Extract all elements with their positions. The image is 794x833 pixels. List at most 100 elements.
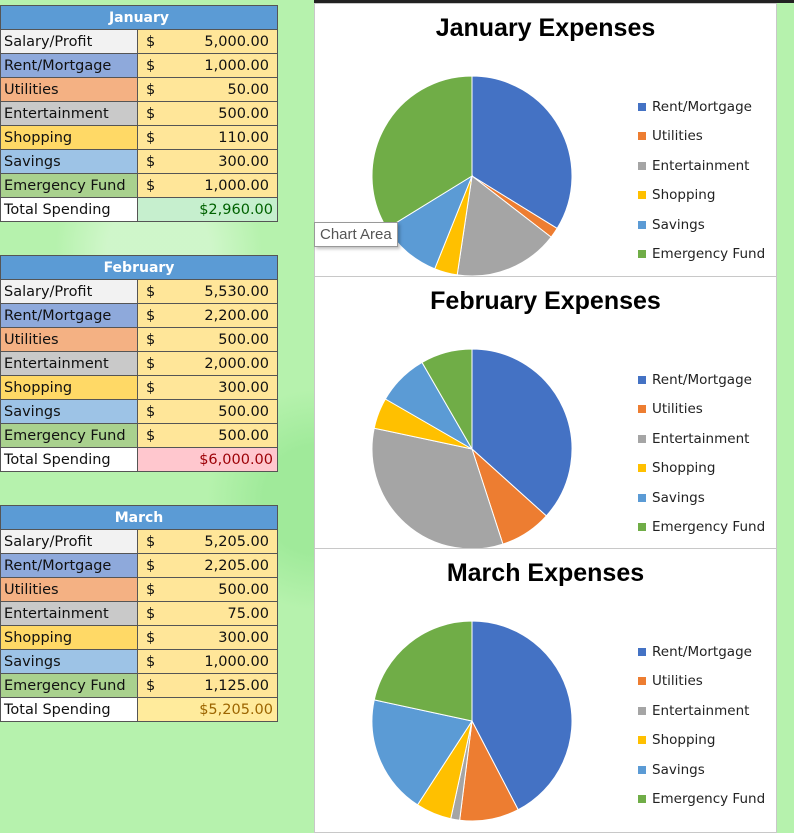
cell-amount[interactable]: 110.00 [155,125,279,150]
chart-march[interactable]: March Expenses Rent/Mortgage Utilities Ent… [314,548,777,833]
cell-amount[interactable]: 2,200.00 [155,303,279,328]
cell-label[interactable]: Total Spending [0,697,138,722]
cell-currency[interactable]: $ [137,279,156,304]
cell-label[interactable]: Savings [0,399,138,424]
cell-label[interactable]: Emergency Fund [0,173,138,198]
cell-currency[interactable]: $ [137,553,156,578]
cell-currency[interactable]: $ [137,423,156,448]
legend-item-shopping[interactable]: Shopping [638,726,765,756]
cell-currency[interactable]: $ [137,303,156,328]
cell-currency[interactable]: $ [137,125,156,150]
cell-currency[interactable]: $ [137,529,156,554]
cell-label[interactable]: Emergency Fund [0,673,138,698]
month-header[interactable]: February [0,255,278,280]
legend-item-savings[interactable]: Savings [638,483,765,513]
cell-label[interactable]: Savings [0,149,138,174]
cell-label[interactable]: Rent/Mortgage [0,53,138,78]
legend-item-savings[interactable]: Savings [638,755,765,785]
cell-amount[interactable]: 1,000.00 [155,649,279,674]
cell-label[interactable]: Entertainment [0,601,138,626]
cell-currency[interactable]: $ [137,29,156,54]
pie-slice-rent-mortgage[interactable] [471,620,573,811]
legend-item-rent-mortgage[interactable]: Rent/Mortgage [638,637,765,667]
cell-amount[interactable]: 500.00 [155,423,279,448]
legend-item-shopping[interactable]: Shopping [638,454,765,484]
cell-amount[interactable]: 500.00 [155,399,279,424]
cell-amount[interactable]: 1,125.00 [155,673,279,698]
legend-item-emergency-fund[interactable]: Emergency Fund [638,240,765,270]
cell-amount[interactable]: 1,000.00 [155,53,279,78]
pie-slice-emergency-fund[interactable] [373,620,473,722]
pie-slice-emergency-fund[interactable] [371,75,473,230]
legend-item-shopping[interactable]: Shopping [638,181,765,211]
pie-chart-february[interactable] [370,347,574,551]
cell-label[interactable]: Savings [0,649,138,674]
cell-currency[interactable]: $ [137,53,156,78]
pie-slice-entertainment[interactable] [456,175,552,277]
chart-legend[interactable]: Rent/Mortgage Utilities Entertainment Shopp… [638,365,765,542]
cell-amount[interactable]: 500.00 [155,327,279,352]
cell-total[interactable]: $2,960.00 [137,197,278,222]
legend-item-savings[interactable]: Savings [638,210,765,240]
legend-item-emergency-fund[interactable]: Emergency Fund [638,785,765,815]
cell-amount[interactable]: 5,530.00 [155,279,279,304]
cell-currency[interactable]: $ [137,149,156,174]
legend-item-utilities[interactable]: Utilities [638,122,765,152]
cell-amount[interactable]: 1,000.00 [155,173,279,198]
cell-currency[interactable]: $ [137,399,156,424]
month-header[interactable]: March [0,505,278,530]
cell-amount[interactable]: 2,205.00 [155,553,279,578]
cell-amount[interactable]: 300.00 [155,149,279,174]
pie-slice-emergency-fund[interactable] [421,348,473,451]
cell-label[interactable]: Total Spending [0,447,138,472]
cell-label[interactable]: Shopping [0,625,138,650]
cell-amount[interactable]: 500.00 [155,577,279,602]
cell-currency[interactable]: $ [137,375,156,400]
cell-amount[interactable]: 500.00 [155,101,279,126]
cell-currency[interactable]: $ [137,101,156,126]
cell-currency[interactable]: $ [137,673,156,698]
pie-chart-january[interactable] [370,74,574,278]
cell-currency[interactable]: $ [137,601,156,626]
cell-label[interactable]: Emergency Fund [0,423,138,448]
cell-label[interactable]: Entertainment [0,351,138,376]
cell-currency[interactable]: $ [137,649,156,674]
legend-item-utilities[interactable]: Utilities [638,395,765,425]
cell-currency[interactable]: $ [137,625,156,650]
cell-amount[interactable]: 75.00 [155,601,279,626]
cell-label[interactable]: Salary/Profit [0,529,138,554]
cell-currency[interactable]: $ [137,351,156,376]
legend-item-entertainment[interactable]: Entertainment [638,696,765,726]
cell-label[interactable]: Entertainment [0,101,138,126]
cell-currency[interactable]: $ [137,173,156,198]
cell-currency[interactable]: $ [137,577,156,602]
legend-item-rent-mortgage[interactable]: Rent/Mortgage [638,365,765,395]
cell-label[interactable]: Total Spending [0,197,138,222]
pie-chart-march[interactable] [370,619,574,823]
cell-label[interactable]: Shopping [0,375,138,400]
pie-slice-rent-mortgage[interactable] [471,75,573,230]
cell-label[interactable]: Utilities [0,77,138,102]
cell-currency[interactable]: $ [137,327,156,352]
month-header[interactable]: January [0,5,278,30]
cell-label[interactable]: Utilities [0,577,138,602]
pie-slice-rent-mortgage[interactable] [471,348,573,517]
cell-label[interactable]: Salary/Profit [0,279,138,304]
cell-total[interactable]: $5,205.00 [137,697,278,722]
cell-label[interactable]: Utilities [0,327,138,352]
legend-item-entertainment[interactable]: Entertainment [638,424,765,454]
cell-label[interactable]: Rent/Mortgage [0,553,138,578]
cell-amount[interactable]: 5,000.00 [155,29,279,54]
chart-legend[interactable]: Rent/Mortgage Utilities Entertainment Shopp… [638,637,765,814]
cell-total[interactable]: $6,000.00 [137,447,278,472]
pie-slice-savings[interactable] [371,699,473,806]
cell-label[interactable]: Rent/Mortgage [0,303,138,328]
cell-currency[interactable]: $ [137,77,156,102]
legend-item-rent-mortgage[interactable]: Rent/Mortgage [638,92,765,122]
cell-amount[interactable]: 5,205.00 [155,529,279,554]
legend-item-emergency-fund[interactable]: Emergency Fund [638,513,765,543]
cell-label[interactable]: Shopping [0,125,138,150]
chart-legend[interactable]: Rent/Mortgage Utilities Entertainment Shopp… [638,92,765,269]
cell-label[interactable]: Salary/Profit [0,29,138,54]
chart-february[interactable]: February Expenses Rent/Mortgage Utilities… [314,276,777,551]
